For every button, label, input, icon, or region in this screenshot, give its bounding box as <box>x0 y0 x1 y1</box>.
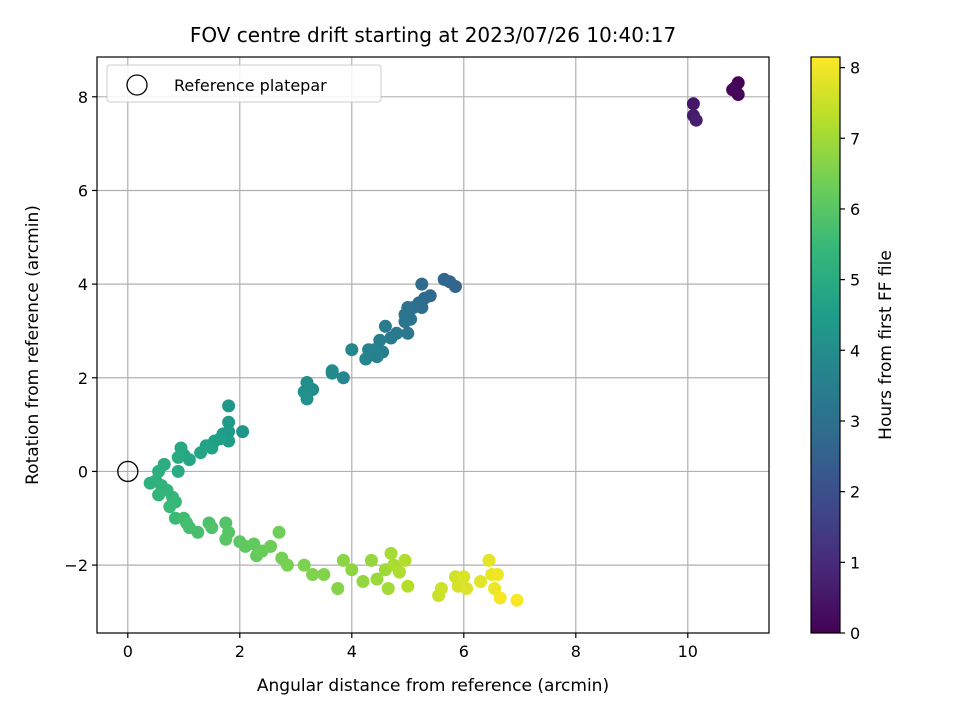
data-point <box>191 525 205 539</box>
data-points <box>143 76 745 607</box>
data-point <box>689 113 703 127</box>
data-point <box>381 582 395 595</box>
data-point <box>317 568 331 581</box>
data-point <box>205 521 219 535</box>
data-point <box>222 399 236 413</box>
legend: Reference platepar <box>106 64 382 103</box>
data-point <box>384 331 398 345</box>
data-point <box>415 277 429 291</box>
colorbar-tick-label: 5 <box>850 271 860 290</box>
data-point <box>306 568 320 581</box>
x-tick-label: 0 <box>123 642 133 661</box>
data-point <box>297 558 311 572</box>
data-point <box>493 591 507 605</box>
x-tick-label: 6 <box>459 642 469 661</box>
data-point <box>686 97 700 111</box>
data-point <box>373 333 387 347</box>
data-point <box>336 371 350 385</box>
y-tick-label: −2 <box>64 556 88 575</box>
data-point <box>401 579 415 593</box>
data-point <box>398 315 412 329</box>
data-point <box>398 553 412 567</box>
data-point <box>222 415 236 429</box>
reference-platepar-marker <box>117 460 139 483</box>
data-point <box>401 326 415 340</box>
colorbar-tick-label: 1 <box>850 553 860 572</box>
y-tick-label: 4 <box>78 275 88 294</box>
data-point <box>457 570 471 584</box>
x-axis-ticks: 0 2 4 6 8 10 <box>123 633 698 661</box>
data-point <box>194 446 208 460</box>
x-tick-label: 2 <box>235 642 245 661</box>
data-point <box>171 450 185 464</box>
data-point <box>437 272 451 286</box>
y-tick-label: 6 <box>78 181 88 200</box>
y-tick-label: 8 <box>78 88 88 107</box>
legend-hollow-circle-icon <box>126 74 148 96</box>
data-point <box>460 582 474 595</box>
data-point <box>152 488 166 502</box>
legend-box <box>106 64 382 103</box>
data-point <box>280 558 294 572</box>
plot-frame <box>96 56 770 634</box>
y-axis-label: Rotation from reference (arcmin) <box>23 205 43 485</box>
data-point <box>345 563 359 577</box>
data-point <box>143 476 157 490</box>
data-point <box>356 575 370 588</box>
x-tick-label: 10 <box>678 642 698 661</box>
data-point <box>264 539 278 553</box>
data-point <box>510 593 524 607</box>
colorbar-label: Hours from first FF file <box>876 250 896 440</box>
x-axis-label: Angular distance from reference (arcmin) <box>257 676 609 696</box>
colorbar-ticks: 0 1 2 3 4 5 6 7 8 <box>840 59 860 643</box>
colorbar: 0 1 2 3 4 5 6 7 8 Hours from first FF file <box>810 56 896 643</box>
data-point <box>482 553 496 567</box>
colorbar-gradient <box>810 56 841 634</box>
x-tick-label: 8 <box>571 642 581 661</box>
colorbar-tick-label: 2 <box>850 483 860 502</box>
data-point <box>434 582 448 595</box>
colorbar-tick-label: 4 <box>850 341 860 360</box>
data-point <box>488 582 502 595</box>
data-point <box>336 553 350 567</box>
data-point <box>370 572 384 586</box>
data-point <box>359 352 373 366</box>
colorbar-tick-label: 7 <box>850 129 860 148</box>
data-point <box>272 525 286 539</box>
data-point <box>474 575 488 588</box>
colorbar-tick-label: 3 <box>850 412 860 431</box>
data-point <box>171 464 185 478</box>
y-tick-label: 0 <box>78 462 88 481</box>
colorbar-tick-label: 6 <box>850 200 860 219</box>
data-point <box>392 565 406 579</box>
data-point <box>236 425 250 439</box>
data-point <box>345 343 359 357</box>
colorbar-tick-label: 0 <box>850 624 860 643</box>
data-point <box>331 582 345 595</box>
y-axis-ticks: −2 0 2 4 6 8 <box>64 88 97 575</box>
chart-title: FOV centre drift starting at 2023/07/26 … <box>190 23 676 47</box>
data-point <box>490 568 504 581</box>
data-point <box>163 500 177 514</box>
data-point <box>726 83 740 97</box>
grid-lines <box>97 57 769 633</box>
data-point <box>325 366 339 380</box>
y-tick-label: 2 <box>78 369 88 388</box>
legend-label: Reference platepar <box>174 76 327 95</box>
colorbar-tick-label: 8 <box>850 59 860 78</box>
data-point <box>378 319 392 333</box>
data-point <box>300 392 314 406</box>
data-point <box>364 553 378 567</box>
data-point <box>384 546 398 560</box>
data-point <box>219 532 233 546</box>
x-tick-label: 4 <box>347 642 357 661</box>
